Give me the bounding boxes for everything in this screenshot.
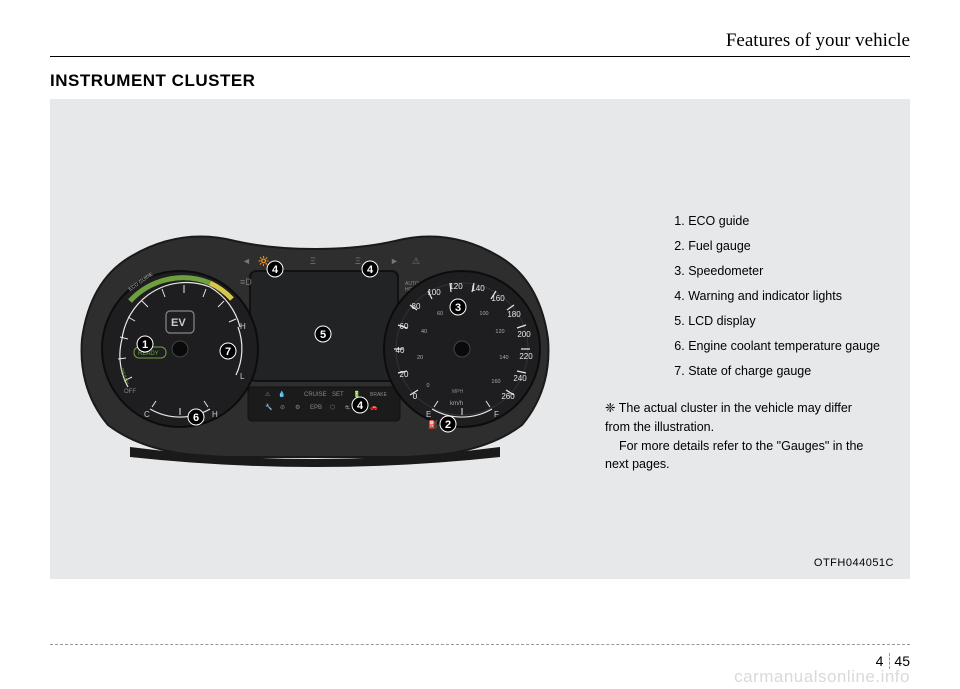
note-block: ❈ The actual cluster in the vehicle may … — [605, 399, 880, 474]
svg-text:💧: 💧 — [278, 390, 285, 398]
note-line2: For more details refer to the "Gauges" i… — [605, 439, 863, 472]
legend-item: 3. Speedometer — [674, 259, 880, 284]
svg-text:Ξ: Ξ — [310, 256, 316, 266]
legend-list: 1. ECO guide 2. Fuel gauge 3. Speedomete… — [674, 209, 880, 384]
svg-text:20: 20 — [417, 355, 423, 361]
svg-text:H: H — [212, 410, 218, 419]
instrument-cluster-illustration: ⚠ 💧 CRUISE SET 🔋 BRAKE 🔧 ⊘ ⚙ EPB ⬡ ⛐ 🚗 ◄… — [70, 209, 560, 469]
svg-text:⊘: ⊘ — [280, 405, 285, 411]
svg-text:240: 240 — [513, 374, 527, 383]
svg-text:60: 60 — [437, 311, 443, 317]
svg-text:⚠: ⚠ — [265, 391, 271, 398]
legend-item: 6. Engine coolant temperature gauge — [674, 334, 880, 359]
svg-text:🚗: 🚗 — [370, 405, 378, 411]
svg-text:3: 3 — [455, 302, 461, 314]
speedometer-dial: 0 20 40 60 80 100 120 140 160 180 200 22… — [384, 271, 540, 429]
svg-text:6: 6 — [193, 412, 199, 424]
svg-text:MPH: MPH — [452, 389, 464, 395]
svg-text:EPB: EPB — [310, 405, 322, 411]
svg-text:►: ► — [390, 256, 399, 266]
legend-item: 7. State of charge gauge — [674, 359, 880, 384]
fuel-icon: ⛽ — [428, 419, 438, 429]
watermark: carmanualsonline.info — [734, 667, 910, 687]
svg-text:0: 0 — [426, 383, 429, 389]
legend-item: 5. LCD display — [674, 309, 880, 334]
note-line1: The actual cluster in the vehicle may di… — [605, 401, 852, 434]
legend-item: 2. Fuel gauge — [674, 234, 880, 259]
svg-text:5: 5 — [320, 329, 326, 341]
svg-text:180: 180 — [507, 310, 521, 319]
svg-text:260: 260 — [501, 392, 515, 401]
legend-item: 4. Warning and indicator lights — [674, 284, 880, 309]
svg-text:🔧: 🔧 — [265, 403, 272, 411]
svg-text:4: 4 — [357, 400, 364, 412]
svg-text:160: 160 — [491, 379, 500, 385]
svg-text:120: 120 — [495, 329, 504, 335]
svg-text:L: L — [240, 372, 245, 381]
svg-text:40: 40 — [396, 346, 405, 355]
svg-text:40: 40 — [421, 329, 427, 335]
page-header: Features of your vehicle — [50, 30, 910, 52]
svg-text:SET: SET — [332, 392, 344, 398]
svg-text:⬡: ⬡ — [330, 404, 335, 411]
svg-text:200: 200 — [517, 330, 531, 339]
svg-text:220: 220 — [519, 352, 533, 361]
svg-text:F: F — [494, 410, 499, 419]
headlight-icon: ≡D — [240, 277, 252, 287]
svg-text:140: 140 — [499, 355, 508, 361]
note-bullet: ❈ — [605, 401, 615, 415]
svg-text:⚙: ⚙ — [295, 404, 300, 411]
svg-text:E: E — [426, 410, 431, 419]
section-title: INSTRUMENT CLUSTER — [50, 71, 910, 91]
svg-text:Ξ: Ξ — [355, 256, 361, 266]
svg-text:km/h: km/h — [450, 401, 463, 407]
figure-area: ⚠ 💧 CRUISE SET 🔋 BRAKE 🔧 ⊘ ⚙ EPB ⬡ ⛐ 🚗 ◄… — [50, 99, 910, 579]
svg-text:EV: EV — [171, 317, 186, 329]
svg-text:◄: ◄ — [242, 256, 251, 266]
svg-text:2: 2 — [445, 419, 451, 431]
figure-code: OTFH044051C — [814, 557, 894, 569]
svg-text:7: 7 — [225, 346, 231, 358]
svg-text:⛐: ⛐ — [345, 405, 350, 411]
svg-text:4: 4 — [367, 264, 374, 276]
legend-item: 1. ECO guide — [674, 209, 880, 234]
svg-text:READY: READY — [138, 351, 159, 357]
svg-text:H: H — [240, 322, 246, 331]
footer-rule — [50, 644, 910, 645]
svg-text:C: C — [144, 410, 150, 419]
svg-text:OFF: OFF — [124, 389, 136, 395]
svg-text:1: 1 — [142, 339, 148, 351]
svg-text:120: 120 — [449, 282, 463, 291]
svg-text:100: 100 — [479, 311, 488, 317]
svg-text:⚠: ⚠ — [412, 256, 420, 266]
svg-text:4: 4 — [272, 264, 279, 276]
header-rule — [50, 56, 910, 57]
svg-text:CRUISE: CRUISE — [304, 392, 327, 398]
svg-text:BRAKE: BRAKE — [370, 392, 388, 398]
